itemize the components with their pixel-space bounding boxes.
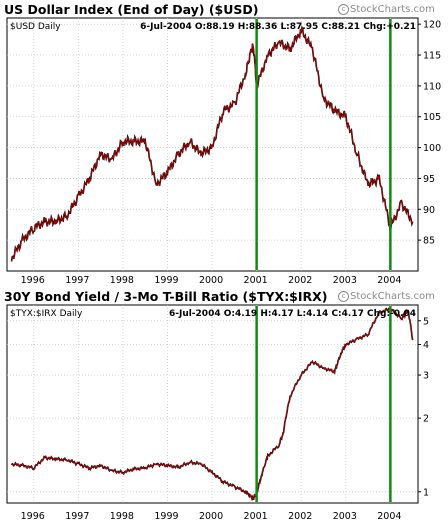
x-tick-label: 1997 <box>65 275 89 286</box>
y-tick-label: 100 <box>423 143 441 154</box>
plot-frame-ratio <box>6 304 419 504</box>
y-tick-label: 105 <box>423 112 441 123</box>
symbol-label-usd: $USD Daily <box>10 22 61 32</box>
price-line-overlay-usd <box>11 26 414 262</box>
x-tick-label: 1999 <box>154 511 178 522</box>
x-tick-label: 2001 <box>244 511 268 522</box>
y-tick-label: 85 <box>423 236 435 247</box>
chart-title-ratio: 30Y Bond Yield / 3-Mo T-Bill Ratio ($TYX… <box>4 289 328 304</box>
y-tick-label: 1 <box>423 487 429 498</box>
x-tick-label: 1998 <box>110 511 134 522</box>
y-tick-label: 95 <box>423 174 435 185</box>
y-tick-label: 90 <box>423 205 435 216</box>
price-line-overlay-ratio <box>11 307 414 500</box>
y-tick-label: 5 <box>423 316 429 327</box>
x-tick-label: 2003 <box>333 511 357 522</box>
ohlc-info-ratio: 6-Jul-2004 O:4.19 H:4.17 L:4.14 C:4.17 C… <box>169 309 416 319</box>
watermark-text: StockCharts.com <box>350 4 435 15</box>
ohlc-info-usd: 6-Jul-2004 O:88.19 H:88.36 L:87.95 C:88.… <box>140 22 416 32</box>
x-tick-label: 2000 <box>199 511 223 522</box>
copyright-icon: c <box>338 291 349 302</box>
watermark-text: StockCharts.com <box>350 291 435 302</box>
y-tick-label: 120 <box>423 20 441 31</box>
x-tick-label: 2000 <box>199 275 223 286</box>
watermark-top: c StockCharts.com <box>338 4 435 15</box>
y-tick-label: 4 <box>423 340 429 351</box>
x-tick-label: 2001 <box>244 275 268 286</box>
x-tick-label: 1997 <box>65 511 89 522</box>
y-tick-label: 3 <box>423 371 429 382</box>
x-tick-label: 1996 <box>21 511 45 522</box>
x-tick-label: 1998 <box>110 275 134 286</box>
symbol-label-ratio: $TYX:$IRX Daily <box>10 309 83 319</box>
x-tick-label: 2004 <box>377 511 401 522</box>
y-tick-label: 110 <box>423 81 441 92</box>
x-tick-label: 2002 <box>288 511 312 522</box>
chart-title-usd: US Dollar Index (End of Day) ($USD) <box>4 2 259 17</box>
x-tick-label: 2003 <box>333 275 357 286</box>
y-tick-label: 2 <box>423 414 429 425</box>
x-tick-label: 1999 <box>154 275 178 286</box>
x-tick-label: 1996 <box>21 275 45 286</box>
watermark-bottom: c StockCharts.com <box>338 291 435 302</box>
x-tick-label: 2002 <box>288 275 312 286</box>
x-tick-label: 2004 <box>377 275 401 286</box>
y-tick-label: 115 <box>423 51 441 62</box>
copyright-icon: c <box>338 4 349 15</box>
